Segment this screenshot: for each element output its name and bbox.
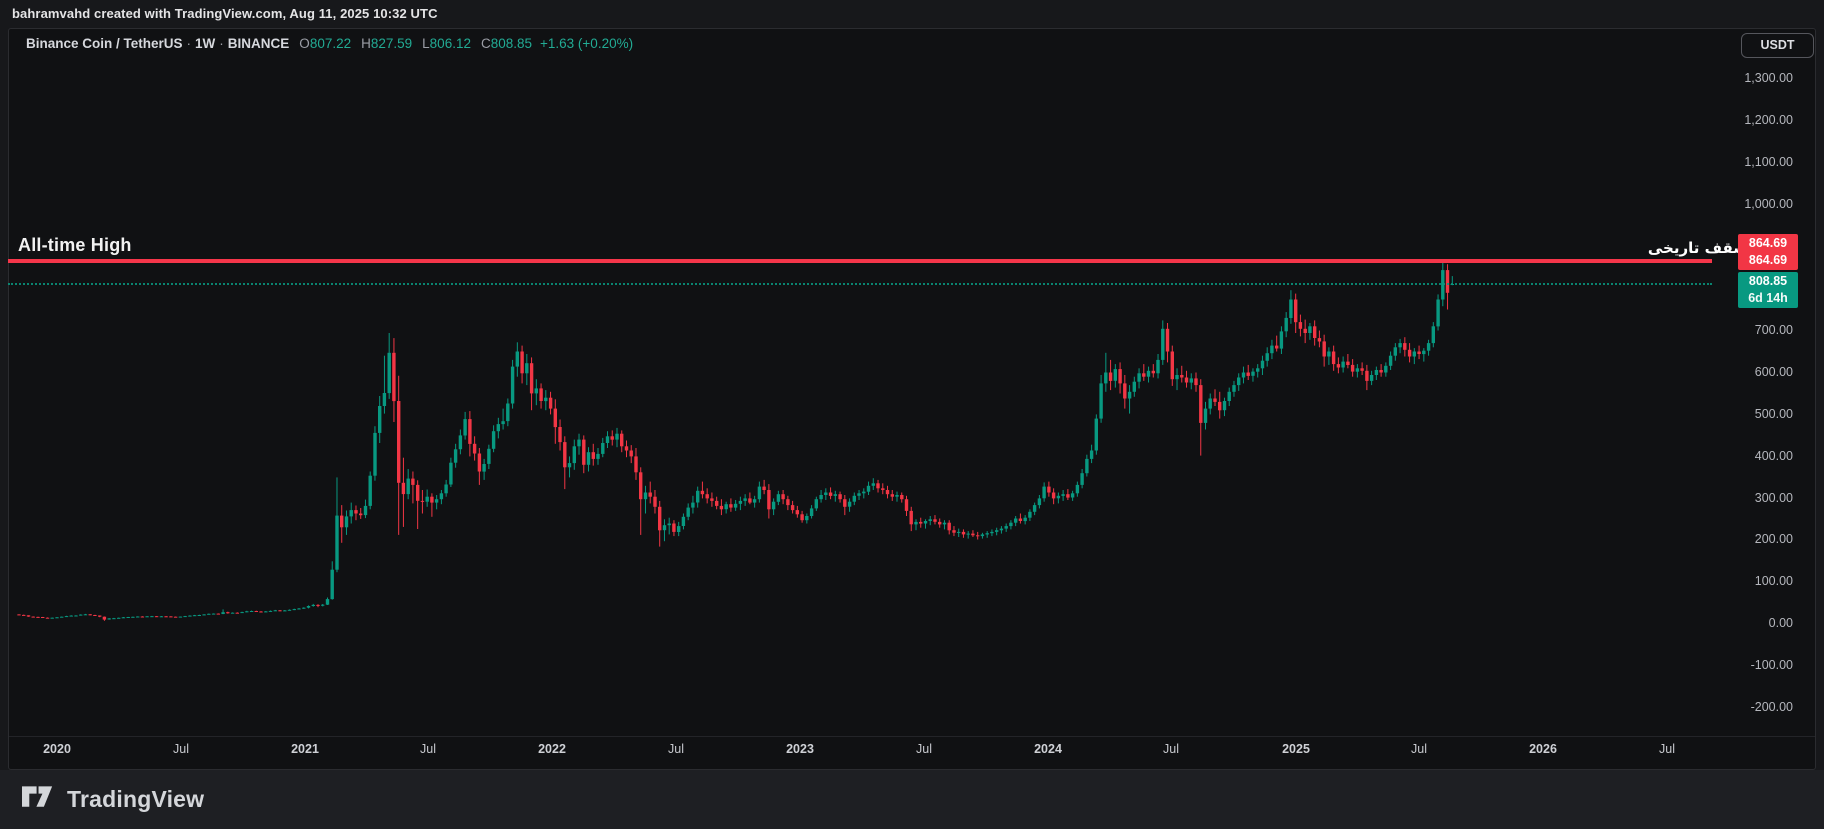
price-tick: 1,000.00 [1744, 196, 1793, 211]
tradingview-logo[interactable]: TradingView [22, 784, 204, 814]
last-price-badge: 808.85 6d 14h [1738, 272, 1798, 308]
time-axis[interactable]: 2020 Jul 2021 Jul 2022 Jul 2023 Jul 2024 Jul 2025 J… [8, 737, 1712, 769]
attribution-text: bahramvahd created with TradingView.com,… [12, 6, 438, 21]
separator: · [186, 36, 192, 51]
time-label-month: Jul [916, 742, 932, 756]
ath-price-badge-line1: 864.69 [1748, 235, 1788, 250]
time-label-year: 2022 [538, 742, 566, 756]
close-value: 808.85 [490, 36, 533, 51]
chart-widget[interactable] [8, 28, 1816, 770]
ath-price-badge-line2: 864.69 [1748, 252, 1788, 267]
time-label-month: Jul [173, 742, 189, 756]
interval[interactable]: 1W [195, 36, 216, 51]
low-value: 806.12 [429, 36, 471, 51]
time-label-month: Jul [1411, 742, 1427, 756]
price-tick: 600.00 [1754, 364, 1793, 379]
price-tick: 1,100.00 [1744, 154, 1793, 169]
price-tick: 100.00 [1754, 574, 1793, 589]
low-label: L [422, 36, 430, 51]
price-tick: 0.00 [1768, 616, 1793, 631]
last-price-value: 808.85 [1748, 274, 1788, 288]
price-axis[interactable]: 1,300.00 1,200.00 1,100.00 1,000.00 700.00 60… [1712, 29, 1815, 736]
price-tick: 200.00 [1754, 532, 1793, 547]
separator: · [219, 36, 224, 51]
price-tick: 300.00 [1754, 490, 1793, 505]
high-value: 827.59 [370, 36, 413, 51]
ath-annotation-left: All-time High [18, 234, 132, 255]
currency-toggle-button[interactable]: USDT [1741, 33, 1814, 58]
time-axis-separator [9, 736, 1815, 737]
high-label: H [361, 36, 371, 51]
price-tick: 1,300.00 [1744, 70, 1793, 85]
last-price-dotted-line [8, 283, 1712, 285]
time-label-month: Jul [420, 742, 436, 756]
all-time-high-line[interactable] [8, 258, 1712, 263]
time-label-month: Jul [668, 742, 684, 756]
price-tick: 700.00 [1754, 322, 1793, 337]
tradingview-logo-text: TradingView [67, 785, 205, 812]
footer-bar: TradingView [0, 770, 1824, 829]
bar-countdown: 6d 14h [1748, 291, 1788, 305]
price-tick: 400.00 [1754, 448, 1793, 463]
symbol-header: Binance Coin / TetherUS · 1W · BINANCE O807.2… [26, 36, 633, 52]
price-tick: -200.00 [1750, 700, 1793, 715]
symbol-title[interactable]: Binance Coin / TetherUS [26, 36, 183, 51]
tradingview-logo-icon [22, 786, 53, 807]
ath-annotation-right: سقف تاریخی [1647, 238, 1748, 257]
price-tick: -100.00 [1750, 658, 1793, 673]
change-value: +1.63 (+0.20%) [540, 36, 634, 51]
close-label: C [480, 36, 491, 51]
open-value: 807.22 [309, 36, 352, 51]
attribution-bar: bahramvahd created with TradingView.com,… [0, 0, 1824, 28]
time-label-year: 2021 [291, 742, 319, 756]
exchange: BINANCE [227, 36, 290, 51]
time-label-year: 2023 [786, 742, 814, 756]
time-label-year: 2020 [43, 742, 71, 756]
time-label-year: 2025 [1282, 742, 1310, 756]
time-label-month: Jul [1659, 742, 1675, 756]
open-label: O [299, 36, 310, 51]
ath-price-badge: 864.69 864.69 [1738, 233, 1798, 270]
time-label-year: 2024 [1034, 742, 1062, 756]
time-label-month: Jul [1163, 742, 1179, 756]
time-label-year: 2026 [1529, 742, 1557, 756]
price-tick: 1,200.00 [1744, 112, 1793, 127]
price-tick: 500.00 [1754, 406, 1793, 421]
